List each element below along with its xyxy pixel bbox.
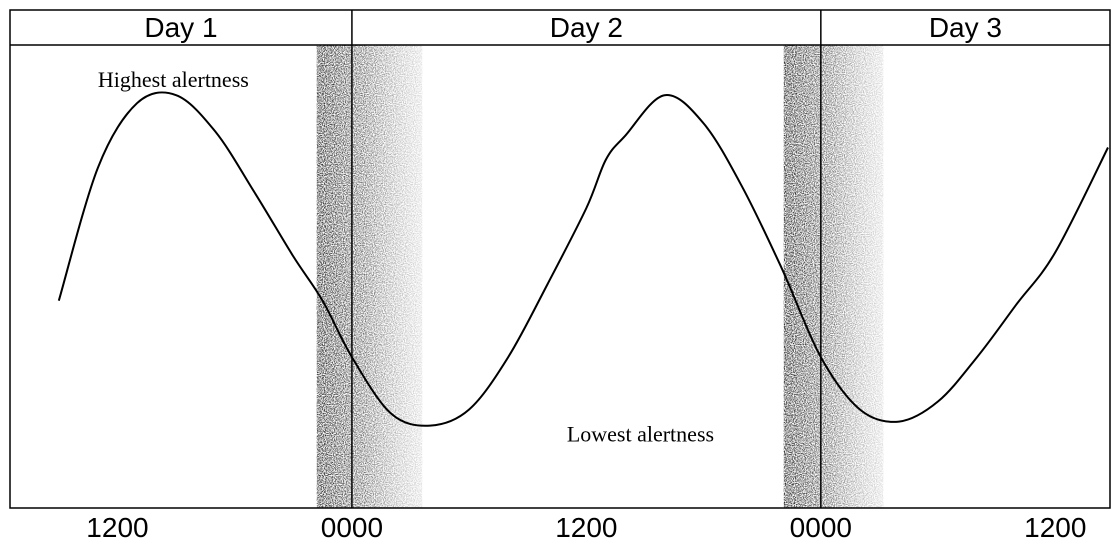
day-label-3: Day 3: [929, 12, 1002, 43]
sleep-periods: [316, 45, 884, 508]
day-label-1: Day 1: [144, 12, 217, 43]
x-tick-label: 1200: [86, 512, 148, 543]
day-label-2: Day 2: [550, 12, 623, 43]
annotation-lowest: Lowest alertness: [567, 422, 714, 447]
x-tick-labels: 1200 0000 1200 0000 1200: [86, 512, 1086, 543]
x-tick-label: 0000: [321, 512, 383, 543]
day-boundaries: [351, 10, 822, 508]
x-tick-label: 0000: [790, 512, 852, 543]
annotation-highest: Highest alertness: [98, 67, 249, 92]
annotations: Highest alertness Lowest alertness: [98, 67, 714, 447]
alertness-curve: [57, 91, 1109, 427]
sleep-band-2: [783, 45, 884, 508]
sleep-band-1: [316, 45, 423, 508]
x-tick-label: 1200: [555, 512, 617, 543]
day-labels: Day 1 Day 2 Day 3: [144, 12, 1002, 43]
plot-frame: [9, 9, 1111, 509]
x-tick-label: 1200: [1024, 512, 1086, 543]
